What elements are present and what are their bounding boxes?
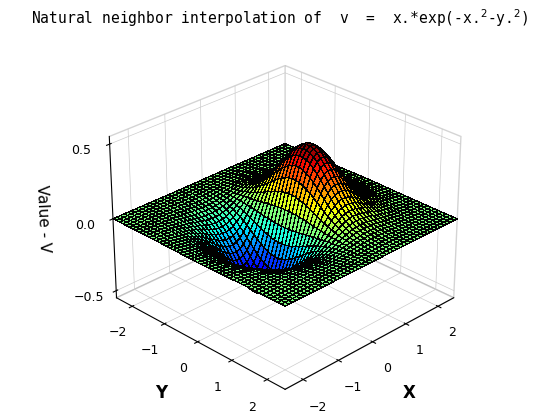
X-axis label: X: X bbox=[403, 384, 416, 402]
Y-axis label: Y: Y bbox=[155, 384, 167, 402]
Title: Natural neighbor interpolation of  v  =  x.*exp(-x.$^2$-y.$^2$): Natural neighbor interpolation of v = x.… bbox=[31, 7, 529, 29]
